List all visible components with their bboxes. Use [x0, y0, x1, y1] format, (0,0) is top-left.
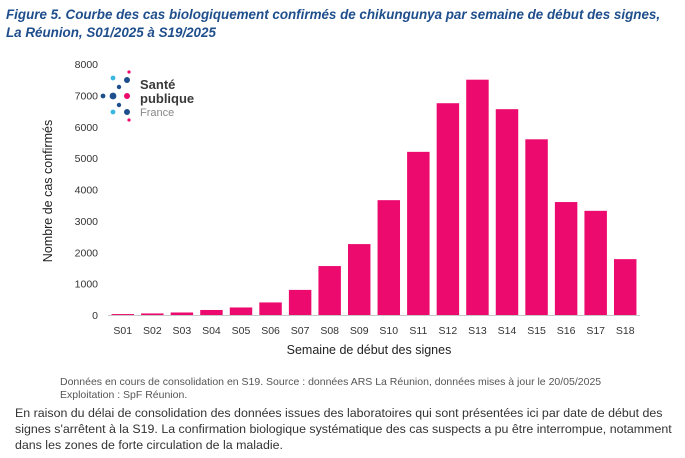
y-tick-label: 6000 — [75, 122, 99, 134]
bar-s10 — [377, 200, 401, 315]
figure-title: Figure 5. Courbe des cas biologiquement … — [6, 7, 661, 40]
logo-dots-icon — [100, 70, 131, 122]
bar-s09 — [347, 244, 371, 315]
bar-s12 — [436, 103, 460, 315]
bars-group — [111, 79, 637, 316]
source-note: Données en cours de consolidation en S19… — [60, 376, 660, 402]
explanatory-paragraph: En raison du délai de consolidation des … — [15, 406, 672, 452]
bar-s18 — [613, 259, 637, 315]
y-tick-label: 5000 — [75, 153, 99, 165]
bar-s04 — [200, 309, 223, 315]
x-tick-label: S10 — [379, 325, 398, 337]
x-axis-ticks: S01 S02 S03 S04 S05 S06 S07 S08 S09 S10 S11 S12 S13 S… — [113, 325, 634, 337]
y-axis-ticks: 0 1000 2000 3000 4000 5000 6000 7000 8000 — [75, 59, 99, 322]
source-line-2: Exploitation : SpF Réunion. — [60, 389, 188, 401]
bar-s03 — [170, 312, 194, 315]
bar-s16 — [554, 202, 578, 315]
x-tick-label: S03 — [173, 325, 192, 337]
bar-s14 — [495, 109, 519, 316]
logo-text-publique: publique — [140, 91, 194, 106]
bar-s11 — [407, 151, 430, 315]
bar-s07 — [288, 289, 312, 315]
bar-s06 — [259, 302, 282, 315]
bar-chart: Santé publique France 0 1000 2000 3000 4000 5… — [41, 59, 640, 357]
x-tick-label: S01 — [113, 325, 132, 337]
x-tick-label: S18 — [616, 325, 635, 337]
y-tick-label: 7000 — [75, 90, 99, 102]
logo-text-france: France — [140, 107, 174, 119]
x-tick-label: S06 — [261, 325, 280, 337]
bar-s08 — [318, 266, 341, 315]
x-tick-label: S05 — [232, 325, 251, 337]
x-axis-title: Semaine de début des signes — [287, 343, 452, 357]
y-tick-label: 0 — [92, 310, 98, 322]
x-tick-label: S09 — [350, 325, 369, 337]
y-tick-label: 8000 — [75, 59, 99, 71]
bar-s05 — [229, 307, 253, 315]
y-tick-label: 2000 — [75, 247, 99, 259]
x-tick-label: S12 — [439, 325, 458, 337]
source-line-1: Données en cours de consolidation en S19… — [60, 376, 602, 388]
bar-s13 — [466, 79, 489, 315]
x-tick-label: S08 — [320, 325, 339, 337]
y-axis-title: Nombre de cas confirmés — [41, 120, 55, 262]
x-tick-label: S07 — [291, 325, 310, 337]
bar-s02 — [141, 313, 164, 315]
x-tick-label: S02 — [143, 325, 162, 337]
x-tick-label: S13 — [468, 325, 487, 337]
bar-s15 — [525, 139, 548, 315]
x-tick-label: S17 — [586, 325, 605, 337]
x-tick-label: S15 — [527, 325, 546, 337]
bar-s01 — [111, 314, 135, 315]
y-tick-label: 1000 — [75, 279, 99, 291]
x-tick-label: S04 — [202, 325, 221, 337]
bar-s17 — [584, 210, 607, 315]
x-tick-label: S11 — [409, 325, 427, 337]
y-tick-label: 3000 — [75, 216, 99, 228]
x-tick-label: S14 — [498, 325, 517, 337]
logo-text-sante: Santé — [140, 77, 175, 92]
sante-publique-france-logo: Santé publique France — [100, 70, 194, 122]
y-tick-label: 4000 — [75, 185, 99, 197]
x-tick-label: S16 — [557, 325, 576, 337]
